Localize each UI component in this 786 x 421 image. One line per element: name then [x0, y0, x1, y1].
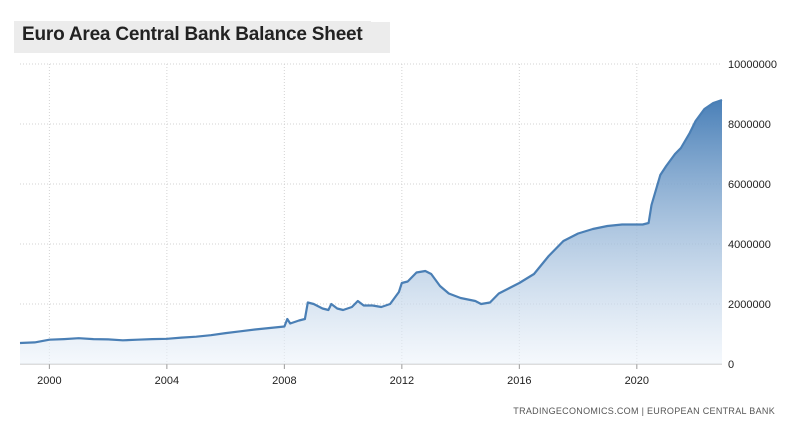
source-credit: TRADINGECONOMICS.COM | EUROPEAN CENTRAL …	[513, 406, 775, 416]
x-tick-label: 2000	[37, 375, 61, 387]
series-line	[19, 98, 723, 345]
y-tick-label: 10000000	[728, 59, 777, 71]
y-tick-label: 2000000	[728, 299, 771, 311]
y-tick-label: 0	[728, 359, 734, 371]
y-tick-label: 6000000	[728, 179, 771, 191]
y-tick-label: 8000000	[728, 119, 771, 131]
series-area	[20, 100, 722, 364]
x-tick-label: 2004	[155, 375, 179, 387]
x-tick-label: 2008	[272, 375, 296, 387]
x-tick-label: 2012	[390, 375, 414, 387]
y-axis: 0 2000000 4000000 6000000 8000000 10000000	[728, 59, 777, 371]
y-tick-label: 4000000	[728, 239, 771, 251]
x-axis: 2000 2004 2008 2012 2016 2020	[37, 375, 649, 387]
page-title: Euro Area Central Bank Balance Sheet	[14, 21, 371, 51]
x-tick-label: 2016	[507, 375, 531, 387]
x-tick-label: 2020	[625, 375, 649, 387]
